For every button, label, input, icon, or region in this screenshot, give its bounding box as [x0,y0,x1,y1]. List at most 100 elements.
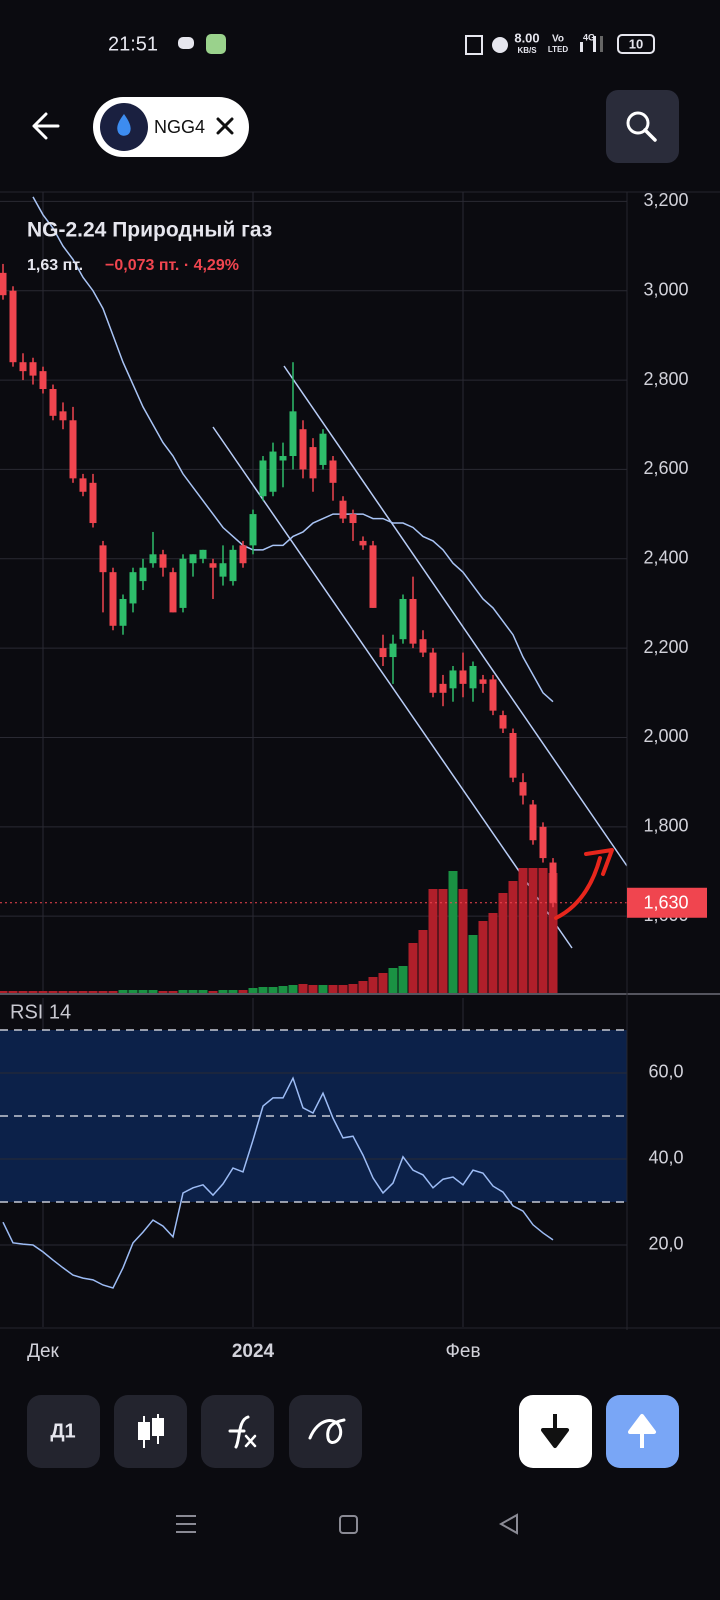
candle-body [469,665,477,689]
search-icon [643,128,657,142]
volume-bar [48,991,58,993]
chart-title: NG-2.24 Природный газ [27,219,272,242]
volume-bar [18,991,28,993]
nav-menu[interactable] [176,1515,196,1533]
net-speed: 8.00 [514,30,539,45]
volume-bar [28,991,38,993]
moon-icon [492,37,508,53]
network: 4G [583,32,595,42]
volume-bar [468,935,478,993]
volume-bar [148,990,158,993]
buy-icon [628,1414,656,1448]
volume-bar [68,991,78,993]
nav-back[interactable] [498,1513,518,1535]
volume-bar [528,868,538,993]
volume-bar [58,991,68,993]
candle-body [69,420,77,479]
volume-bar [238,990,248,993]
volume-bar [428,889,438,993]
last-price-label: 1,630 [643,893,688,913]
candle-body [349,514,357,524]
candle-body [449,670,457,689]
volume-bar [368,977,378,993]
volume-bar [408,943,418,993]
volume-bar [348,984,358,993]
volte: LTED [548,45,569,54]
volume-bar [538,868,548,993]
back-button[interactable] [32,112,60,140]
volume-bar [98,991,108,993]
trend-line [283,365,628,867]
candle-body [159,554,167,568]
nfc-icon [465,35,483,55]
candle-body [219,563,227,577]
candle-body [409,598,417,644]
volume-bar [168,991,178,993]
volume-bar [548,873,558,993]
volume-bar [228,990,238,993]
y-tick-label: 3,000 [643,279,688,299]
interval-label: Д1 [50,1420,75,1442]
candle-body [259,460,267,497]
drawing-button[interactable] [289,1395,362,1468]
candle-body [309,447,317,479]
toolbar: Д1 [27,1395,679,1468]
candle-body [499,715,507,729]
annotation-arrow [584,848,614,876]
volume-bar [518,868,528,993]
nav-home[interactable] [339,1515,358,1534]
volume-bar [478,921,488,993]
candle-body [399,598,407,640]
volume-bar [298,984,308,993]
candle-body [239,545,247,564]
candle-body [9,290,17,363]
candle-body [459,670,467,684]
volume-bar [328,985,338,993]
y-tick-label: 2,600 [643,458,688,478]
volume-bar [458,889,468,993]
volume-bar [308,985,318,993]
candle-body [189,554,197,564]
volume-bar [138,990,148,993]
volume-bar [448,871,458,993]
volume-bar [218,990,228,993]
chart-type-button[interactable] [114,1395,187,1468]
search-icon [626,111,650,135]
volume-bar [258,987,268,993]
candle-body [519,782,527,796]
battery-icon [617,34,655,54]
volume-bar [8,991,18,993]
volume-bar [188,990,198,993]
candle-body [249,514,257,546]
candle-body [319,433,327,465]
volume-bar [318,985,328,993]
candle-body [359,540,367,546]
candle-body [369,545,377,608]
candle-body [429,652,437,693]
drawing-icon [308,1418,346,1444]
y-tick-label: 2,000 [643,726,688,746]
search-button[interactable] [606,90,679,163]
fx-icon [228,1415,250,1449]
candle-body [439,683,447,693]
y-tick-label: 3,200 [643,190,688,210]
volume-bar [78,991,88,993]
signal-icon [580,42,583,52]
rsi-line [2,1076,554,1289]
candle-body [549,862,557,903]
volume-bar [118,990,128,993]
candle-body [139,567,147,582]
y-tick-label: 2,800 [643,369,688,389]
nav-bar [176,1513,518,1535]
volume-bar [398,966,408,993]
status-time: 21:51 [108,33,158,55]
interval-button[interactable] [27,1395,100,1468]
close-ticker[interactable] [216,117,234,135]
x-tick-label: 2024 [232,1341,275,1362]
candle-body [119,598,127,626]
volume-bar [508,881,518,993]
fx-icon [244,1434,257,1448]
